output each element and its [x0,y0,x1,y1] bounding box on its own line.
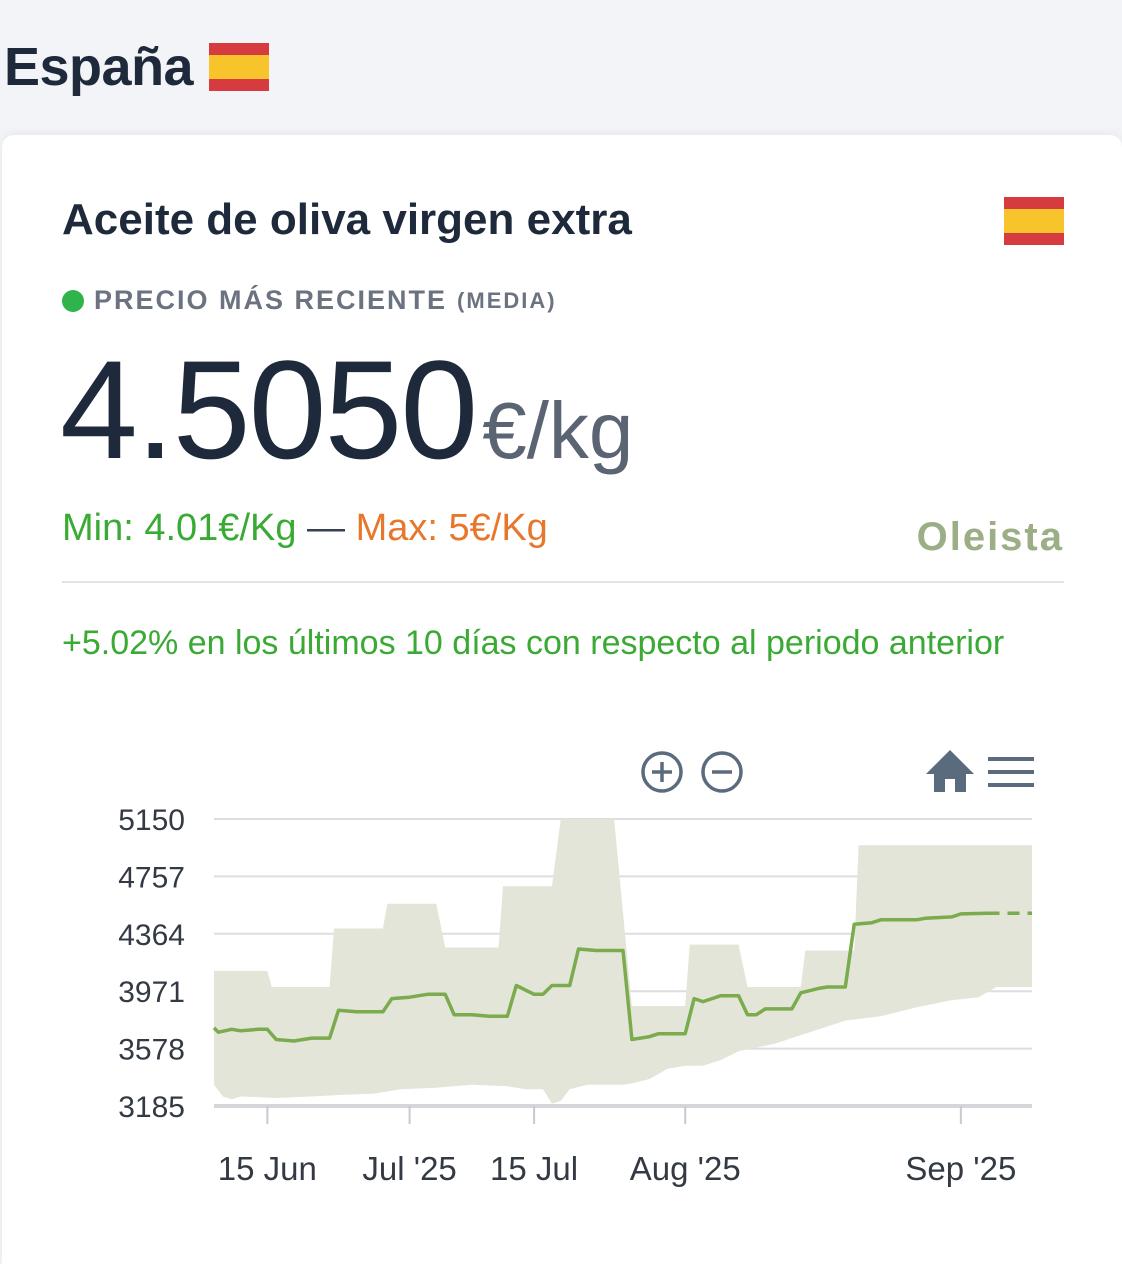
y-tick-label: 3971 [118,976,185,1009]
divider [62,581,1064,583]
product-title: Aceite de oliva virgen extra [62,195,632,244]
chart-menu-button[interactable] [988,757,1034,787]
price-value: 4.5050 [60,331,478,488]
plus-circle-icon [641,751,683,793]
reset-zoom-button[interactable] [926,750,974,792]
x-tick-label: 15 Jul [490,1150,578,1187]
page-title: España [4,37,194,97]
price-row: 4.5050 €/kg [60,340,633,480]
y-tick-label: 4757 [118,861,185,894]
min-max-separator: — [296,507,356,549]
spain-flag-icon [1004,197,1064,245]
source-logo: Oleista [916,515,1064,559]
minus-circle-icon [701,751,743,793]
status-row: PRECIO MÁS RECIENTE (MEDIA) [62,285,557,316]
y-tick-label: 4364 [118,919,185,952]
status-label: PRECIO MÁS RECIENTE [94,285,448,315]
home-icon [926,750,974,792]
min-max-row: Min: 4.01€/Kg — Max: 5€/Kg [62,507,548,550]
page-header: España [4,36,270,98]
price-unit: €/kg [482,386,634,475]
hamburger-menu-icon [988,757,1034,787]
y-tick-label: 3578 [118,1034,185,1067]
x-axis: 15 Jun Jul '25 15 Jul Aug '25 Sep '25 [218,1106,1016,1187]
max-price: Max: 5€/Kg [355,507,548,549]
y-axis: 5150 4757 4364 3971 3578 3185 [118,804,185,1124]
status-sub-label: (MEDIA) [457,287,557,313]
zoom-out-button[interactable] [701,751,743,793]
price-line [212,911,988,1043]
y-tick-label: 3185 [118,1091,185,1124]
x-tick-label: Aug '25 [630,1150,741,1187]
zoom-in-button[interactable] [641,751,683,793]
min-price: Min: 4.01€/Kg [62,507,297,549]
spain-flag-icon [209,43,270,91]
x-tick-label: 15 Jun [218,1150,317,1187]
x-tick-label: Jul '25 [362,1150,456,1187]
status-dot-icon [62,289,84,312]
x-tick-label: Sep '25 [905,1150,1016,1187]
change-summary: +5.02% en los últimos 10 días con respec… [62,624,1005,662]
y-tick-label: 5150 [118,804,185,837]
